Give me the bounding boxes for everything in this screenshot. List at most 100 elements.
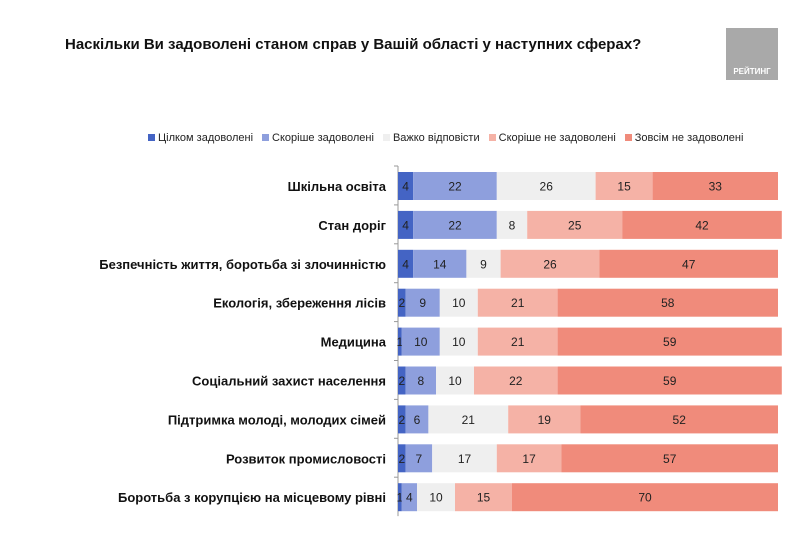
legend-label: Скоріше задоволені — [272, 132, 374, 144]
data-label: 9 — [419, 296, 426, 310]
data-label: 22 — [448, 180, 462, 194]
data-label: 2 — [398, 452, 405, 466]
legend-item: Скоріше задоволені — [262, 132, 374, 144]
data-label: 25 — [568, 218, 582, 232]
category-label: Шкільна освіта — [288, 179, 387, 194]
bar-segment — [432, 444, 497, 473]
data-label: 10 — [448, 374, 462, 388]
data-label: 47 — [682, 257, 696, 271]
bar-segment — [595, 172, 653, 200]
data-label: 21 — [462, 413, 476, 427]
bar-segment — [557, 366, 782, 395]
bar-segment — [436, 366, 474, 395]
bar-segment — [398, 210, 414, 239]
legend-item: Цілком задоволені — [148, 132, 253, 144]
data-label: 8 — [417, 374, 424, 388]
data-label: 1 — [397, 491, 404, 505]
bar-segment — [439, 327, 478, 356]
legend: Цілком задоволені Скоріше задоволені Важко… — [148, 132, 743, 144]
data-label: 58 — [661, 296, 675, 310]
bar-segment — [398, 444, 406, 473]
bar-segment — [413, 210, 497, 239]
legend-swatch — [382, 134, 390, 141]
bar-segment — [401, 327, 440, 356]
bar-segment — [401, 483, 417, 512]
data-label: 57 — [663, 452, 677, 466]
data-label: 70 — [638, 491, 652, 505]
data-label: 59 — [663, 374, 677, 388]
data-label: 10 — [429, 491, 443, 505]
bar-segment — [622, 210, 782, 239]
bar-segment — [398, 288, 406, 317]
legend-swatch — [624, 134, 632, 141]
data-label: 59 — [663, 335, 677, 349]
data-label: 21 — [511, 296, 525, 310]
legend-label: Зовсім не задоволені — [634, 132, 744, 144]
bar-segment — [417, 483, 455, 512]
data-label: 19 — [538, 413, 552, 427]
bar-segment — [512, 483, 778, 512]
bar-segment — [561, 444, 778, 473]
legend-item: Важко відповісти — [382, 132, 480, 144]
data-label: 9 — [480, 257, 487, 271]
bar-segment — [500, 249, 600, 278]
bar-segment — [398, 249, 414, 278]
bar-segment — [398, 172, 414, 200]
bar-segment — [477, 327, 558, 356]
bar-segment — [474, 366, 558, 395]
bar-segment — [580, 405, 778, 434]
logo-text: РЕЙТИНГ — [733, 67, 771, 76]
bar-segment — [405, 366, 436, 395]
bar-segment — [413, 249, 467, 278]
data-label: 21 — [511, 335, 525, 349]
legend-item: Скоріше не задоволені — [488, 132, 616, 144]
chart-title: Наскільки Ви задоволені станом справ у В… — [65, 36, 642, 53]
bar-segment — [398, 483, 402, 512]
bar-segment — [557, 327, 782, 356]
category-label: Медицина — [321, 335, 387, 350]
data-label: 4 — [402, 218, 409, 232]
legend-swatch — [148, 134, 155, 141]
data-label: 6 — [414, 413, 421, 427]
bar-segment — [477, 288, 558, 317]
bar-segment — [405, 288, 440, 317]
data-label: 14 — [433, 257, 447, 271]
data-label: 17 — [458, 452, 472, 466]
bar-segment — [398, 405, 406, 434]
category-label: Боротьба з корупцією на місцевому рівні — [118, 490, 386, 505]
data-label: 33 — [709, 180, 723, 194]
bar-segment — [405, 444, 433, 473]
data-label: 4 — [402, 257, 409, 271]
data-label: 2 — [398, 296, 405, 310]
data-label: 2 — [398, 413, 405, 427]
category-label: Соціальний захист населення — [192, 374, 386, 389]
data-label: 15 — [617, 180, 631, 194]
bar-segment — [428, 405, 509, 434]
data-label: 7 — [416, 452, 423, 466]
bar-segment — [398, 366, 406, 395]
data-label: 17 — [522, 452, 536, 466]
data-label: 10 — [452, 335, 466, 349]
bar-segment — [599, 249, 778, 278]
category-label: Безпечність життя, боротьба зі злочинніс… — [99, 257, 386, 272]
data-label: 4 — [402, 180, 409, 194]
data-label: 52 — [673, 413, 687, 427]
category-label: Стан доріг — [318, 218, 386, 233]
bar-segment — [496, 210, 528, 239]
bar-segment — [527, 210, 623, 239]
legend-swatch — [262, 134, 270, 141]
data-label: 10 — [452, 296, 466, 310]
legend-label: Скоріше не задоволені — [498, 132, 616, 144]
category-label: Екологія, збереження лісів — [213, 296, 386, 311]
data-label: 10 — [414, 335, 428, 349]
bar-segment — [557, 288, 778, 317]
legend-label: Цілком задоволені — [158, 132, 254, 144]
data-label: 22 — [448, 218, 462, 232]
bar-segment — [413, 172, 497, 200]
legend-label: Важко відповісти — [392, 132, 480, 144]
data-label: 2 — [398, 374, 405, 388]
data-label: 15 — [477, 491, 491, 505]
data-label: 26 — [540, 180, 554, 194]
bar-segment — [398, 327, 402, 356]
